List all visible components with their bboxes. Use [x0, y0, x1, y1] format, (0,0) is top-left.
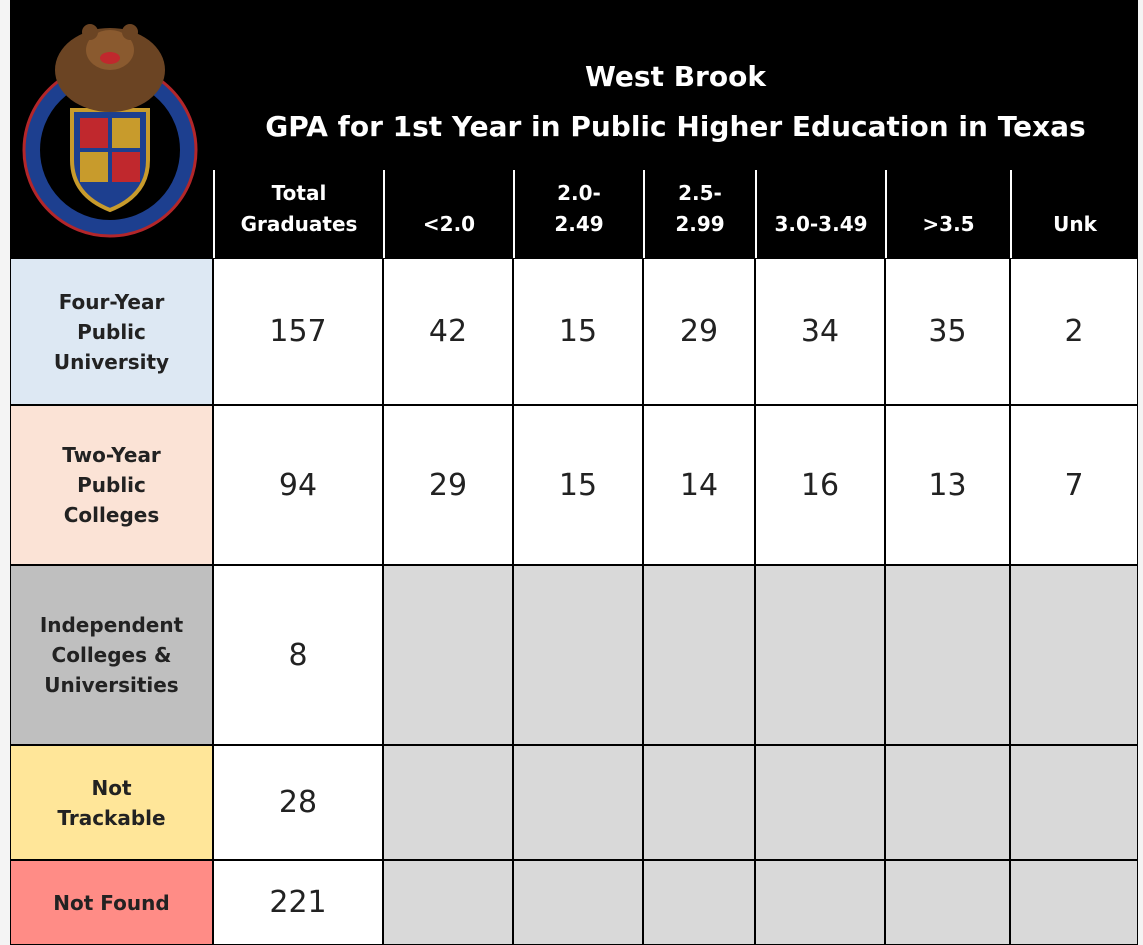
empty-cell — [643, 745, 755, 860]
cell-value: 28 — [213, 745, 383, 860]
empty-cell — [513, 745, 643, 860]
empty-cell — [643, 860, 755, 945]
title: West Brook — [213, 60, 1138, 93]
empty-cell — [383, 565, 513, 745]
row-label: Not Found — [10, 860, 213, 945]
empty-cell — [513, 860, 643, 945]
row-label: Independent Colleges & Universities — [10, 565, 213, 745]
cell-value: 157 — [213, 258, 383, 405]
column-header: Unk — [1010, 170, 1138, 258]
empty-cell — [1010, 860, 1138, 945]
cell-value: 2 — [1010, 258, 1138, 405]
cell-value: 15 — [513, 405, 643, 565]
page: West Brook GPA for 1st Year in Public Hi… — [0, 0, 1143, 945]
cell-value: 34 — [755, 258, 885, 405]
column-header: 2.5- 2.99 — [643, 170, 755, 258]
empty-cell — [755, 745, 885, 860]
row-label: Two-Year Public Colleges — [10, 405, 213, 565]
column-header: >3.5 — [885, 170, 1010, 258]
row-label: Four-Year Public University — [10, 258, 213, 405]
row-label: Not Trackable — [10, 745, 213, 860]
cell-value: 15 — [513, 258, 643, 405]
empty-cell — [383, 860, 513, 945]
empty-cell — [1010, 565, 1138, 745]
cell-value: 94 — [213, 405, 383, 565]
empty-cell — [383, 745, 513, 860]
empty-cell — [513, 565, 643, 745]
cell-value: 29 — [643, 258, 755, 405]
column-header: Total Graduates — [213, 170, 383, 258]
cell-value: 221 — [213, 860, 383, 945]
logo — [10, 0, 213, 258]
empty-cell — [885, 565, 1010, 745]
column-header: <2.0 — [383, 170, 513, 258]
empty-cell — [755, 860, 885, 945]
cell-value: 8 — [213, 565, 383, 745]
cell-value: 13 — [885, 405, 1010, 565]
empty-cell — [755, 565, 885, 745]
cell-value: 35 — [885, 258, 1010, 405]
empty-cell — [885, 745, 1010, 860]
column-header: 2.0- 2.49 — [513, 170, 643, 258]
empty-cell — [885, 860, 1010, 945]
empty-cell — [643, 565, 755, 745]
empty-cell — [1010, 745, 1138, 860]
subtitle: GPA for 1st Year in Public Higher Educat… — [213, 110, 1138, 143]
cell-value: 29 — [383, 405, 513, 565]
cell-value: 42 — [383, 258, 513, 405]
cell-value: 7 — [1010, 405, 1138, 565]
column-header: 3.0-3.49 — [755, 170, 885, 258]
cell-value: 14 — [643, 405, 755, 565]
cell-value: 16 — [755, 405, 885, 565]
